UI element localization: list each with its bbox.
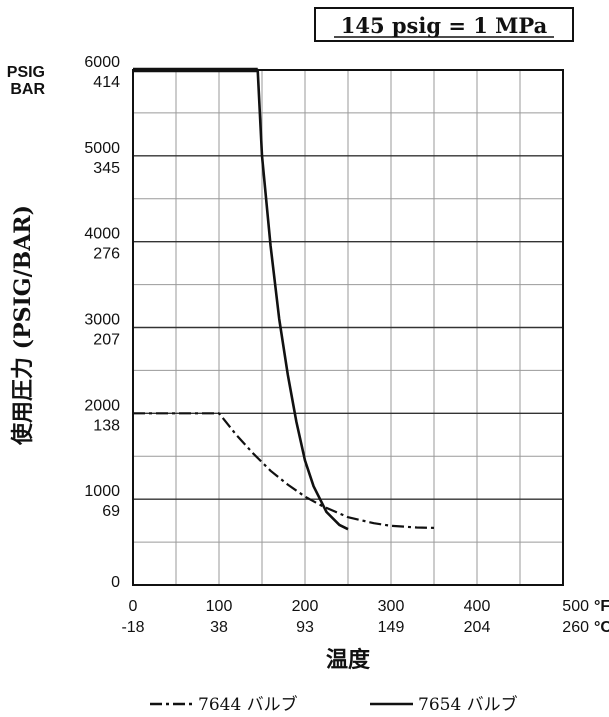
x-tick-label-c: 38 [210,619,228,636]
plot-frame [132,69,564,586]
y-tick-label-bar: 207 [93,332,120,349]
legend: 7644 バルブ 7654 バルブ [150,694,518,715]
y-tick-label-bar: 138 [93,417,120,434]
x-tick-label-c: -18 [121,619,144,636]
y-tick-label-psig: 1000 [84,483,120,500]
x-tick-label-f: 0 [129,598,138,615]
x-unit-f: °F [594,598,609,615]
y-tick-label-psig: 6000 [84,54,120,71]
series-line-7644 [133,412,435,529]
note-box [314,7,574,42]
x-tick-label-c: 149 [378,619,405,636]
x-tick-label-f: 400 [464,598,491,615]
y-tick-label-psig: 4000 [84,226,120,243]
x-tick-label-f: 200 [292,598,319,615]
y-tick-label-psig: 0 [111,574,120,591]
y-tick-label-bar: 276 [93,246,120,263]
y-tick-label-psig: 3000 [84,312,120,329]
note-text: 145 psig = 1 MPa [341,13,548,38]
y-tick-label-psig: 5000 [84,140,120,157]
x-tick-label-c: 260 [562,619,589,636]
y-tick-label-bar: 414 [93,74,120,91]
x-tick-label-c: 204 [464,619,491,636]
y-tick-label-psig: 2000 [84,397,120,414]
y-unit-psig: PSIG [7,64,45,81]
x-axis-title: 温度 [326,647,371,673]
x-unit-c: °C [594,619,609,636]
y-axis-title: 使用圧力 (PSIG/BAR) [10,205,36,446]
x-tick-label-f: 300 [378,598,405,615]
x-tick-label-f: 500 [562,598,589,615]
x-tick-label-c: 93 [296,619,314,636]
y-tick-label-bar: 345 [93,160,120,177]
legend-label-7644: 7644 バルブ [198,694,298,715]
y-unit-bar: BAR [10,81,45,98]
x-tick-label-f: 100 [206,598,233,615]
series-line-7654 [133,68,349,531]
y-tick-label-bar: 69 [102,503,120,520]
legend-label-7654: 7654 バルブ [418,694,518,715]
